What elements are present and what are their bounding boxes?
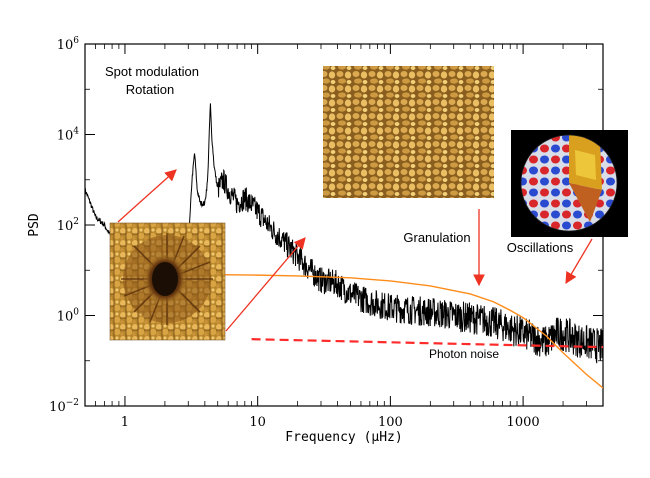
series-photon-noise bbox=[251, 338, 603, 349]
annotation-spot-line2: Rotation bbox=[126, 82, 174, 97]
x-tick-label: 1000 bbox=[507, 415, 540, 430]
x-axis-title: Frequency (μHz) bbox=[285, 430, 402, 445]
series-granulation-fit bbox=[217, 273, 603, 389]
annotation-granulation: Granulation bbox=[403, 230, 470, 245]
arrow-sunspot-granulation bbox=[225, 237, 306, 332]
x-axis: 1 10 100 1000 bbox=[84, 44, 604, 430]
granulation-image bbox=[323, 66, 494, 198]
y-axis: 10−2 100 102 104 106 bbox=[49, 36, 603, 415]
x-tick-label: 10 bbox=[249, 415, 266, 430]
y-tick-label: 10−2 bbox=[49, 398, 79, 415]
y-tick-label: 102 bbox=[57, 217, 79, 234]
annotation-oscillations: Oscillations bbox=[507, 240, 574, 255]
x-tick-label: 1 bbox=[121, 415, 129, 430]
sunspot-image bbox=[109, 222, 226, 341]
annotation-arrows bbox=[117, 169, 593, 332]
annotation-spot-line1: Spot modulation bbox=[105, 64, 199, 79]
arrow-spot bbox=[117, 169, 177, 223]
y-axis-title: PSD bbox=[27, 213, 42, 237]
y-tick-label: 104 bbox=[57, 127, 80, 144]
x-tick-label: 100 bbox=[378, 415, 403, 430]
annotation-photon-noise: Photon noise bbox=[429, 347, 499, 361]
oscillation-image bbox=[511, 130, 628, 237]
y-tick-label: 106 bbox=[57, 36, 80, 53]
annotation-labels: Spot modulation Rotation Granulation Osc… bbox=[105, 64, 574, 361]
arrow-oscillations bbox=[565, 238, 593, 285]
y-tick-label: 100 bbox=[57, 308, 80, 325]
